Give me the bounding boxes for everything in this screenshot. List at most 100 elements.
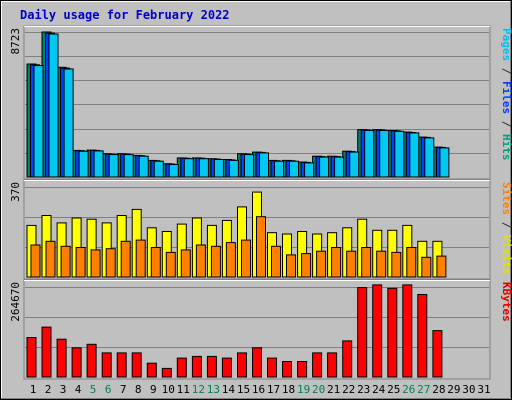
bar-pages-day-15 <box>244 154 254 178</box>
x-tick-label-day-31: 31 <box>477 383 490 396</box>
bar-kbytes-day-5 <box>86 343 97 378</box>
bar-kbytes-day-20 <box>312 352 323 378</box>
bar-sites-day-8 <box>135 239 146 278</box>
bar-sites-day-18 <box>286 254 296 278</box>
bar-sites-day-12 <box>195 244 206 278</box>
bar-pages-day-23 <box>364 130 375 178</box>
x-tick-label-day-16: 16 <box>252 383 265 396</box>
x-tick-label-day-12: 12 <box>192 383 205 396</box>
bar-sites-day-26 <box>406 247 417 278</box>
bar-kbytes-day-9 <box>146 362 157 378</box>
bar-pages-day-16 <box>259 152 269 178</box>
bar-pages-day-22 <box>349 151 360 178</box>
panel-kbytes: 264670 KBytes <box>9 279 512 380</box>
side-label-part: / <box>500 215 512 235</box>
bar-pages-day-7 <box>123 154 134 178</box>
bar-kbytes-day-13 <box>206 355 217 378</box>
x-tick-label-day-3: 3 <box>60 383 67 396</box>
bar-pages-day-3 <box>63 68 74 178</box>
x-tick-label-day-19: 19 <box>297 383 310 396</box>
x-tick-label-day-18: 18 <box>282 383 295 396</box>
bar-kbytes-day-3 <box>56 338 67 378</box>
x-tick-label-day-7: 7 <box>120 383 127 396</box>
side-label-part: Visits <box>500 235 512 275</box>
bar-sites-day-11 <box>180 249 191 278</box>
bar-kbytes-day-7 <box>116 352 127 378</box>
bar-kbytes-day-19 <box>297 361 308 378</box>
bar-pages-day-26 <box>409 132 420 178</box>
x-tick-label-day-6: 6 <box>105 383 112 396</box>
x-tick-label-day-25: 25 <box>387 383 400 396</box>
bar-sites-day-9 <box>150 247 161 278</box>
side-label-part: Files <box>500 81 512 114</box>
bar-pages-day-17 <box>274 160 284 178</box>
bar-sites-day-23 <box>361 247 372 278</box>
chart-panels: 8723 Pages / Files / Hits 370 Sites / Visit… <box>9 25 512 380</box>
bar-pages-day-25 <box>394 130 405 178</box>
bar-pages-day-9 <box>153 160 164 178</box>
bar-kbytes-day-8 <box>131 352 142 378</box>
bar-sites-day-28 <box>436 255 447 278</box>
bar-kbytes-day-21 <box>327 352 338 378</box>
bar-sites-day-2 <box>45 240 56 278</box>
y-max-label: 370 <box>9 182 22 202</box>
x-tick-label-day-4: 4 <box>75 383 82 396</box>
chart-title: Daily usage for February 2022 <box>20 8 230 22</box>
bar-kbytes-day-4 <box>71 347 82 378</box>
bar-kbytes-day-22 <box>342 340 353 378</box>
bar-sites-day-1 <box>30 244 41 278</box>
panel-side-label: Pages / Files / Hits <box>500 28 512 161</box>
x-tick-label-day-30: 30 <box>462 383 475 396</box>
bar-sites-day-17 <box>271 245 281 278</box>
bar-kbytes-day-12 <box>191 355 202 378</box>
x-tick-label-day-2: 2 <box>45 383 52 396</box>
bar-kbytes-day-14 <box>221 357 232 378</box>
bar-sites-day-24 <box>376 250 387 278</box>
x-tick-label-day-27: 27 <box>417 383 430 396</box>
bar-sites-day-3 <box>60 245 71 278</box>
bar-pages-day-20 <box>319 156 330 178</box>
bar-sites-day-21 <box>331 247 342 278</box>
side-label-part: / <box>500 114 512 134</box>
panel-hits-files-pages: 8723 Pages / Files / Hits <box>9 25 512 180</box>
bar-pages-day-8 <box>138 155 149 178</box>
side-label-part: Hits <box>500 134 512 161</box>
x-tick-label-day-29: 29 <box>447 383 460 396</box>
bar-sites-day-15 <box>241 239 251 278</box>
x-axis-day-labels: 1 2 3 4 5 6 7 8 9 10 11 12 13 14 15 16 17 18 19 20 21 22 23 24 2… <box>30 383 491 396</box>
bar-pages-day-13 <box>213 159 224 178</box>
bar-pages-day-4 <box>78 150 89 178</box>
bar-sites-day-22 <box>346 250 357 278</box>
y-max-label: 264670 <box>9 282 22 322</box>
x-tick-label-day-24: 24 <box>372 383 386 396</box>
x-tick-label-day-1: 1 <box>30 383 37 396</box>
side-label-part: KBytes <box>500 282 512 322</box>
bar-sites-day-5 <box>90 249 101 278</box>
bar-kbytes-day-2 <box>41 326 52 378</box>
bar-pages-day-28 <box>439 147 450 178</box>
x-tick-label-day-8: 8 <box>135 383 142 396</box>
bar-sites-day-4 <box>75 247 86 278</box>
x-tick-label-day-15: 15 <box>237 383 250 396</box>
bar-sites-day-10 <box>165 251 176 278</box>
x-tick-label-day-20: 20 <box>312 383 325 396</box>
x-tick-label-day-13: 13 <box>207 383 220 396</box>
x-tick-label-day-23: 23 <box>357 383 370 396</box>
bar-pages-day-18 <box>289 160 299 178</box>
bar-pages-day-14 <box>228 159 239 178</box>
bar-kbytes-day-16 <box>252 347 262 378</box>
bar-pages-day-12 <box>198 158 209 178</box>
bar-pages-day-10 <box>168 164 179 178</box>
bar-sites-day-6 <box>105 248 116 278</box>
bar-kbytes-day-15 <box>237 352 247 378</box>
bar-kbytes-day-11 <box>176 357 187 378</box>
bar-kbytes-day-26 <box>402 284 413 378</box>
bar-pages-day-6 <box>108 154 119 178</box>
x-tick-label-day-17: 17 <box>267 383 280 396</box>
panel-visits-sites: 370 Sites / Visits <box>9 179 512 280</box>
bar-kbytes-day-23 <box>357 287 368 378</box>
bar-kbytes-day-27 <box>417 294 428 378</box>
bar-sites-day-16 <box>256 216 266 278</box>
bar-pages-day-2 <box>48 33 59 178</box>
